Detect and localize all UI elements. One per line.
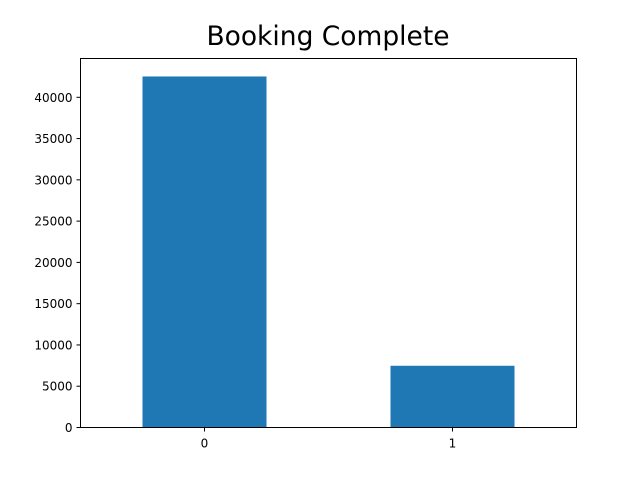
y-tick-label: 10000 bbox=[34, 338, 72, 352]
y-tick-label: 20000 bbox=[34, 256, 72, 270]
bar-1 bbox=[390, 365, 515, 428]
y-tick-label: 35000 bbox=[34, 132, 72, 146]
x-tick-label: 1 bbox=[449, 437, 457, 451]
y-tick-label: 15000 bbox=[34, 297, 72, 311]
bar-0 bbox=[142, 76, 267, 428]
x-tick-label: 0 bbox=[201, 437, 209, 451]
plot-frame bbox=[80, 58, 577, 428]
y-axis: 0 5000 10000 15000 20000 25000 30000 35000 40000 bbox=[34, 91, 81, 435]
y-tick-label: 40000 bbox=[34, 91, 72, 105]
y-tick-label: 25000 bbox=[34, 215, 72, 229]
chart-title: Booking Complete bbox=[206, 21, 450, 52]
y-tick-label: 5000 bbox=[42, 380, 73, 394]
y-tick-label: 0 bbox=[65, 421, 73, 435]
bars-group bbox=[142, 76, 515, 428]
y-tick-label: 30000 bbox=[34, 173, 72, 187]
